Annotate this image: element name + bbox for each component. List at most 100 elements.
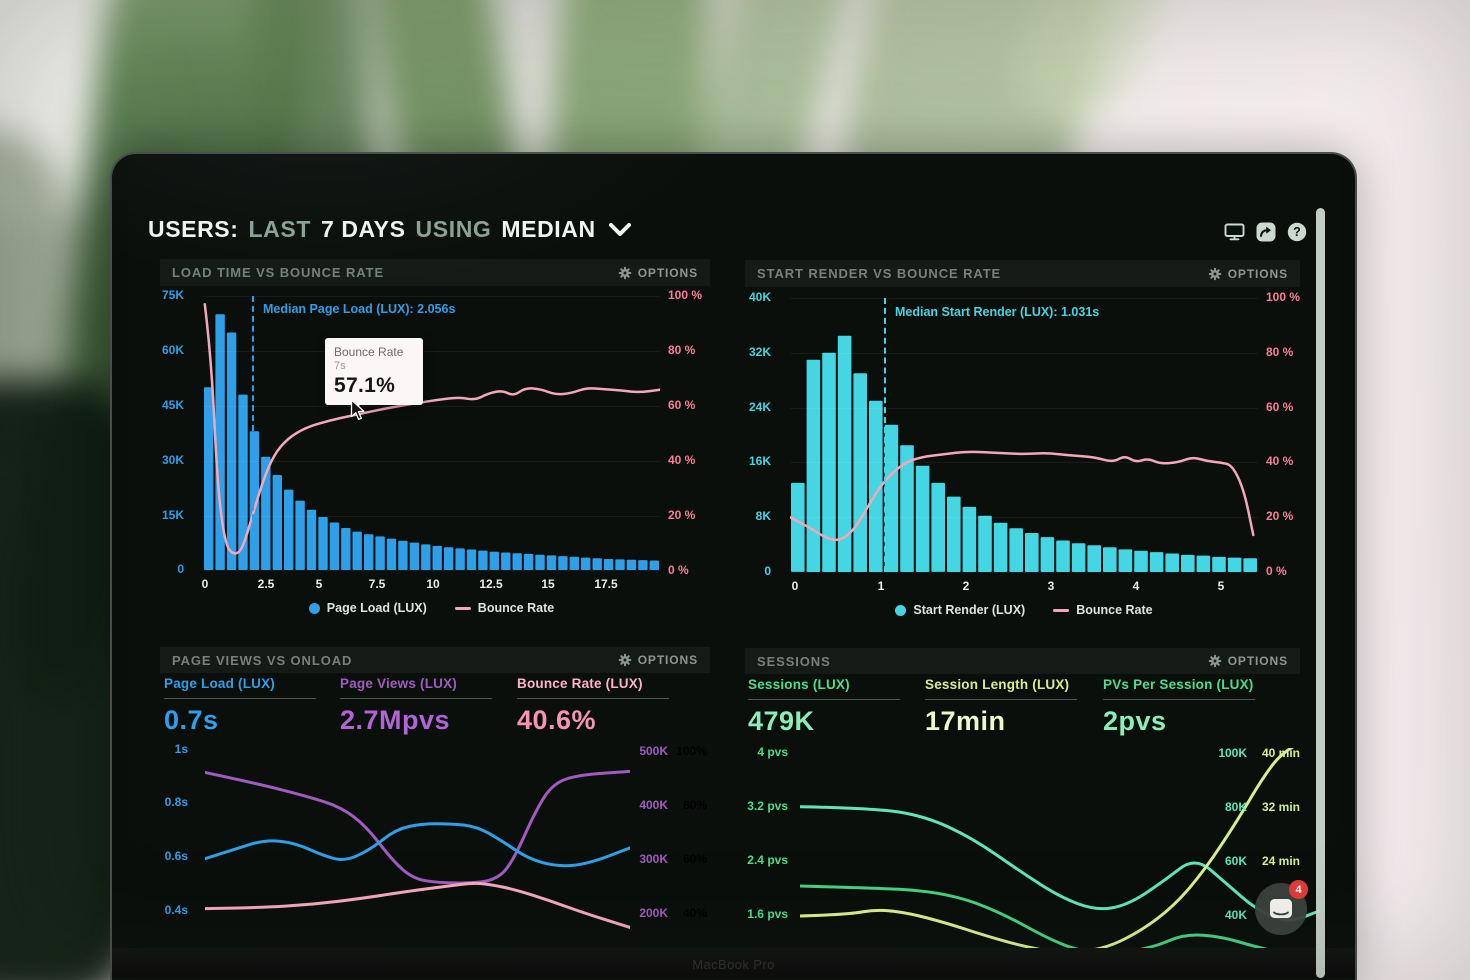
chart-tooltip: Bounce Rate 7s 57.1%	[325, 338, 423, 410]
gear-icon	[618, 653, 631, 667]
axis-tick-label: 1s	[174, 742, 188, 756]
histogram-bar	[329, 522, 340, 570]
axis-tick-label: 0 %	[668, 563, 689, 577]
histogram-bar	[226, 332, 237, 570]
laptop: USERS: LAST 7 DAYS USING MEDIAN	[110, 152, 1357, 980]
metric-divider	[748, 699, 900, 700]
axis-tick-label: 75K	[161, 288, 184, 302]
histogram-bar	[791, 482, 805, 572]
histogram-bar	[352, 531, 362, 570]
page-views-chart	[205, 769, 630, 929]
legend-item: Bounce Rate	[454, 601, 554, 615]
histogram-bar	[204, 387, 214, 570]
display-icon[interactable]	[1224, 222, 1245, 242]
axis-tick-label: 12.5	[479, 577, 503, 591]
histogram-bar	[947, 496, 961, 572]
axis-tick-label: 0.4s	[164, 903, 188, 917]
histogram-bar	[569, 556, 579, 570]
metric-session-length: Session Length (LUX) 17min	[925, 677, 1095, 737]
mouse-cursor	[350, 399, 365, 421]
options-label: OPTIONS	[637, 653, 698, 667]
legend-item: Page Load (LUX)	[308, 601, 427, 615]
histogram-bar	[432, 545, 442, 570]
legend-line-marker	[454, 606, 471, 610]
options-label: OPTIONS	[1227, 266, 1288, 281]
axis-tick-label: 0	[201, 577, 209, 591]
legend-dot-marker	[895, 604, 907, 616]
metric-page-load: Page Load (LUX) 0.7s	[164, 676, 329, 736]
axis-tick-label: 0.6s	[164, 849, 188, 863]
axis-tick-label: 1.6 pvs	[747, 907, 788, 921]
axis-tick-label: 0	[764, 564, 771, 578]
histogram-bar	[581, 557, 591, 570]
axis-tick-label: 60 %	[668, 398, 696, 412]
histogram-bar	[215, 314, 225, 570]
line-series	[203, 302, 660, 555]
dashboard-title-dropdown[interactable]: USERS: LAST 7 DAYS USING MEDIAN	[148, 216, 632, 243]
axis-tick-label: 60%	[682, 852, 707, 866]
histogram-bar	[603, 559, 614, 570]
gear-icon	[618, 266, 631, 279]
metric-label: PVs Per Session (LUX)	[1103, 677, 1254, 692]
metric-value: 479K	[748, 706, 815, 736]
histogram-bar	[1087, 545, 1101, 572]
median-line	[884, 298, 886, 572]
axis-tick-label: 3.2 pvs	[747, 799, 788, 813]
axis-tick-label: 4 pvs	[757, 745, 788, 759]
options-button[interactable]: OPTIONS	[618, 266, 698, 280]
histogram-bar	[1040, 537, 1055, 572]
histogram-bar	[318, 517, 328, 570]
histogram-bar	[1243, 558, 1257, 572]
histogram-bar	[1181, 554, 1195, 572]
histogram-bar	[1227, 557, 1242, 572]
panel-header-sessions: SESSIONS OPTIONS	[745, 648, 1300, 674]
gridline	[790, 572, 1258, 573]
panel-header-load-time: LOAD TIME VS BOUNCE RATE	[160, 259, 710, 286]
help-icon[interactable]: ?	[1287, 222, 1307, 242]
histogram-bar	[512, 553, 522, 570]
axis-tick-label: 4	[1132, 579, 1140, 593]
panel-title: START RENDER VS BOUNCE RATE	[757, 266, 1002, 281]
legend-line-marker	[1053, 608, 1070, 612]
axis-tick-label: 24K	[748, 400, 771, 414]
axis-tick-label: 45K	[161, 398, 184, 412]
options-button[interactable]: OPTIONS	[618, 653, 698, 667]
histogram-bar	[993, 522, 1008, 572]
histogram-bar	[546, 555, 557, 570]
line-series	[800, 805, 1320, 922]
metric-label: Sessions (LUX)	[748, 677, 850, 692]
axis-tick-label: 0.8s	[164, 795, 188, 809]
histogram-bar	[869, 400, 883, 572]
axis-tick-label: 5	[1217, 579, 1225, 593]
options-button[interactable]: OPTIONS	[1208, 654, 1288, 668]
histogram-bar	[523, 553, 534, 570]
histogram-bar	[261, 456, 271, 570]
axis-tick-label: 80%	[682, 798, 707, 812]
metric-label: Session Length (LUX)	[925, 677, 1070, 692]
histogram-bar	[535, 554, 545, 570]
axis-tick-label: 3	[1047, 579, 1055, 593]
histogram-bar	[489, 551, 499, 570]
scrollbar[interactable]	[1316, 208, 1325, 978]
chat-launcher[interactable]: 4	[1255, 880, 1308, 935]
metric-page-views: Page Views (LUX) 2.7Mpvs	[340, 676, 505, 736]
histogram-bar	[466, 549, 477, 570]
histogram-bar	[341, 528, 351, 570]
load-time-chart	[203, 302, 660, 570]
axis-tick-label: 0	[791, 579, 799, 593]
axis-tick-label: 2.5	[257, 577, 275, 591]
axis-tick-label: 40 %	[1266, 454, 1294, 468]
histogram-bar	[638, 560, 648, 570]
line-series	[790, 450, 1255, 542]
chat-badge: 4	[1289, 880, 1308, 899]
axis-tick-label: 100%	[676, 744, 707, 758]
line-series	[205, 769, 630, 885]
metric-divider	[164, 698, 316, 699]
share-icon[interactable]	[1256, 222, 1276, 242]
options-button[interactable]: OPTIONS	[1208, 267, 1288, 281]
metric-label: Page Views (LUX)	[340, 676, 457, 691]
laptop-bottom-bezel: MacBook Pro	[112, 948, 1355, 978]
line-series	[800, 884, 1320, 948]
axis-tick-label: 100 %	[1266, 290, 1301, 304]
histogram-bar	[1025, 533, 1039, 572]
